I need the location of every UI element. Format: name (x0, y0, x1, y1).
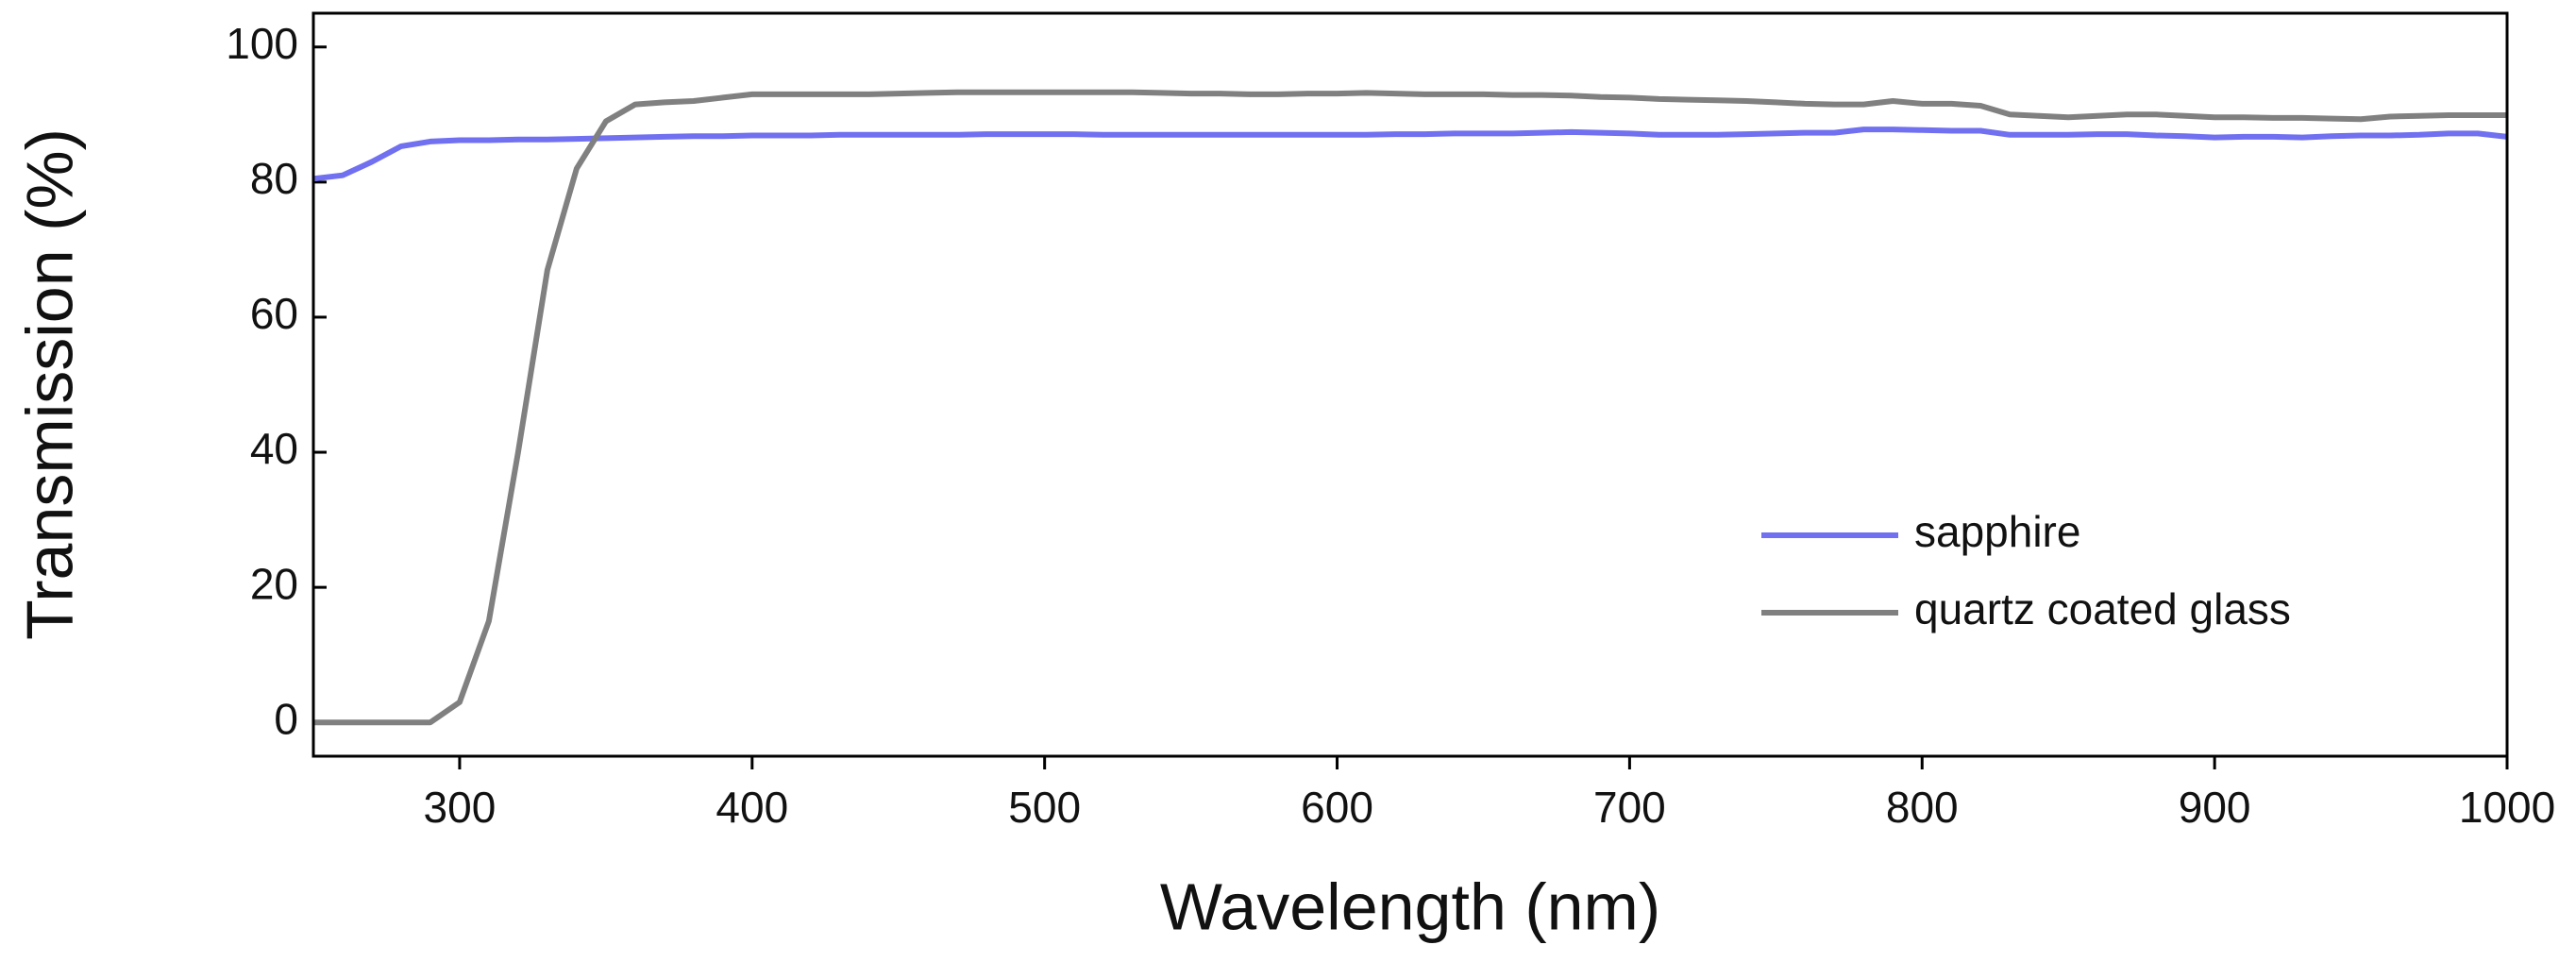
x-tick-label: 500 (1008, 783, 1081, 832)
y-tick-label: 40 (250, 424, 298, 473)
x-tick-label: 1000 (2459, 783, 2555, 832)
x-tick-label: 700 (1593, 783, 1666, 832)
y-tick-label: 20 (250, 559, 298, 608)
x-tick-label: 400 (716, 783, 788, 832)
line-series (312, 127, 2508, 182)
x-tick-label: 300 (424, 783, 497, 832)
y-tick-label: 100 (226, 19, 298, 68)
legend-label: quartz coated glass (1914, 584, 2291, 633)
x-tick-label: 600 (1301, 783, 1373, 832)
x-tick-label: 800 (1886, 783, 1959, 832)
x-tick-label: 900 (2179, 783, 2251, 832)
plot-frame (311, 11, 2509, 758)
y-tick-label: 60 (250, 289, 298, 338)
x-axis-title: Wavelength (nm) (1160, 869, 1660, 943)
line-series (313, 89, 2507, 726)
legend-label: sapphire (1914, 507, 2080, 556)
y-tick-label: 0 (274, 694, 298, 743)
y-tick-label: 80 (250, 154, 298, 203)
y-axis-title: Transmission (%) (12, 128, 86, 640)
